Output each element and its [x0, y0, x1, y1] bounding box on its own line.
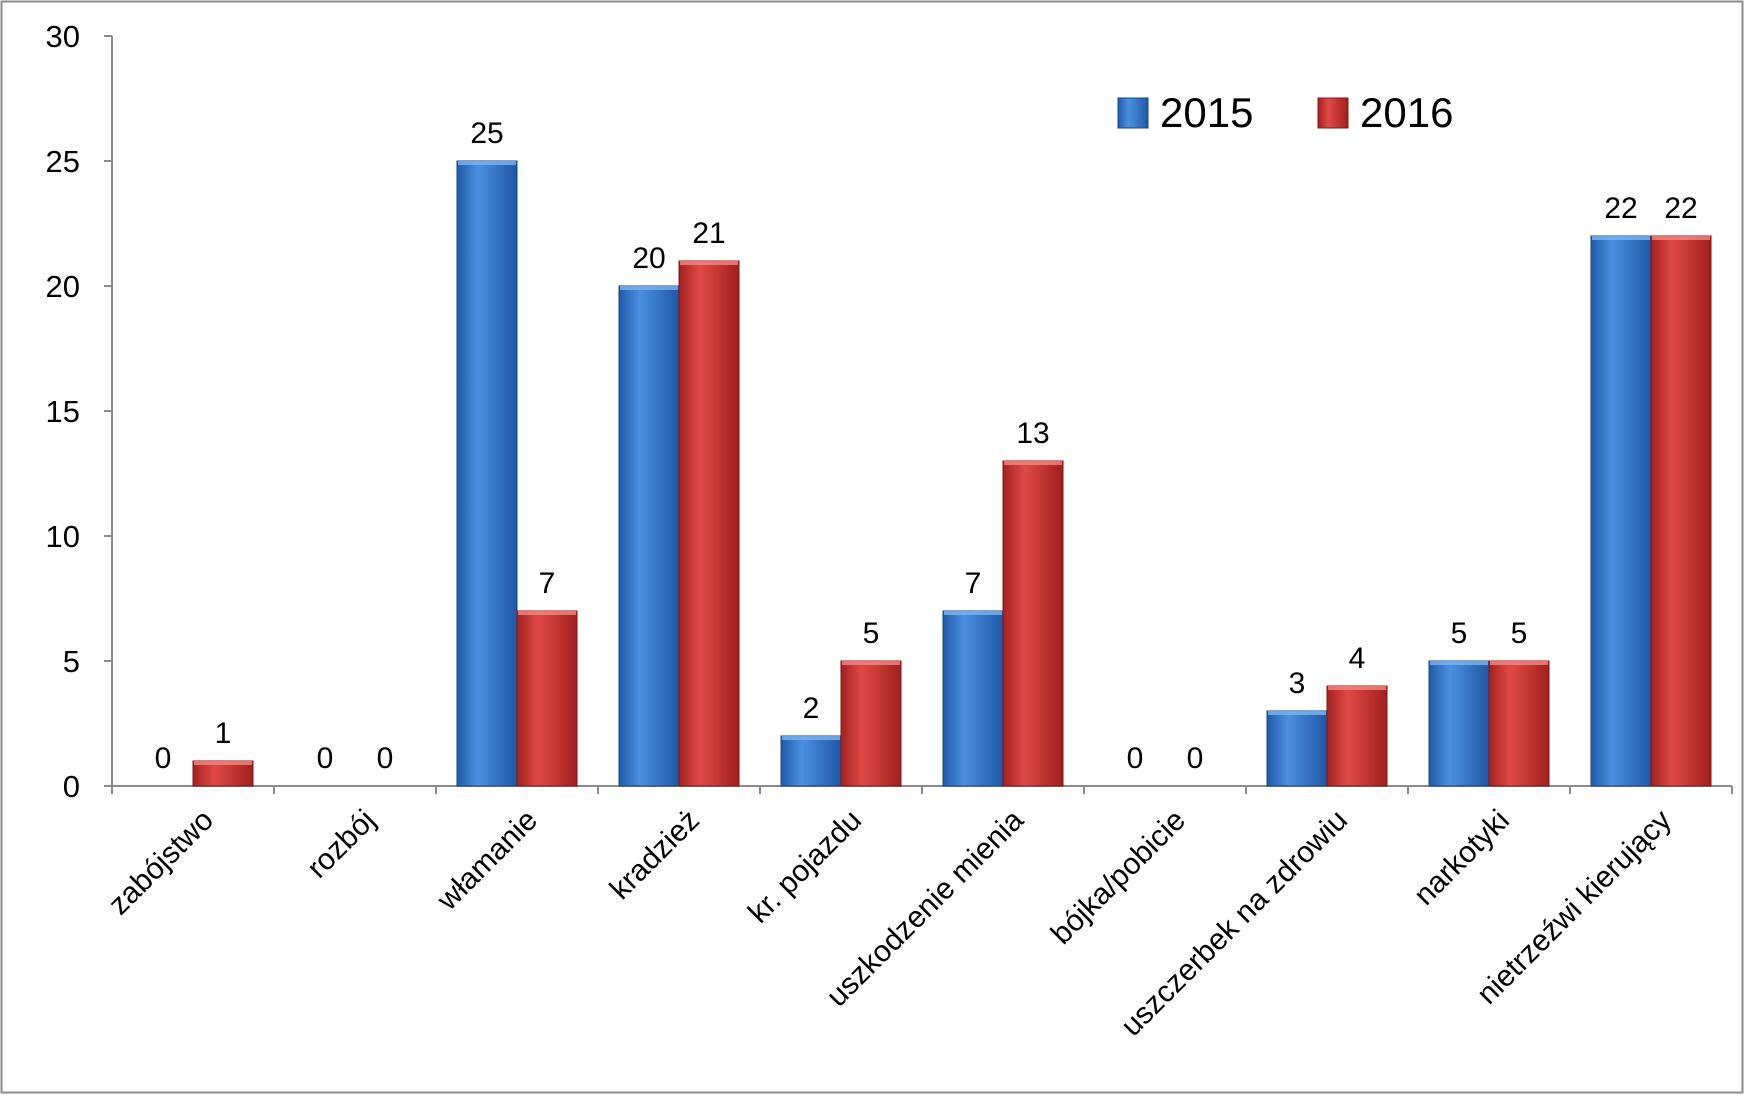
y-tick-label: 0 [63, 769, 80, 804]
bar-2016-0 [192, 760, 254, 787]
data-label: 5 [1511, 617, 1528, 650]
bar-top-highlight [1268, 711, 1326, 715]
bar-top-highlight [1328, 686, 1386, 690]
bar-2015-5 [942, 610, 1004, 787]
data-label: 7 [965, 567, 982, 600]
bar-top-highlight [1430, 661, 1488, 665]
y-tick-label: 5 [63, 644, 80, 679]
data-label: 1 [215, 717, 232, 750]
data-label: 2 [803, 692, 820, 725]
y-tick-label: 10 [46, 519, 80, 554]
bar-top-highlight [1652, 236, 1710, 240]
data-label: 5 [863, 617, 880, 650]
bar-top-highlight [458, 161, 516, 165]
legend-swatch-2016 [1317, 97, 1349, 129]
bar-top-highlight [1490, 661, 1548, 665]
bar-2016-4 [840, 660, 902, 787]
bar-top-highlight [782, 736, 840, 740]
bar-2015-3 [618, 285, 680, 787]
data-label: 3 [1289, 667, 1306, 700]
bar-top-highlight [1592, 236, 1650, 240]
data-label: 0 [1127, 742, 1144, 775]
bar-2016-9 [1650, 235, 1712, 787]
y-tick-label: 20 [46, 269, 80, 304]
bar-2015-4 [780, 735, 842, 787]
data-label: 5 [1451, 617, 1468, 650]
bar-top-highlight [1004, 461, 1062, 465]
bar-2016-7 [1326, 685, 1388, 787]
data-label: 22 [1604, 192, 1637, 225]
bar-top-highlight [680, 261, 738, 265]
data-label: 4 [1349, 642, 1366, 675]
bar-2015-9 [1590, 235, 1652, 787]
bar-2015-7 [1266, 710, 1328, 787]
data-label: 20 [632, 242, 665, 275]
bar-top-highlight [194, 761, 252, 765]
data-label: 0 [155, 742, 172, 775]
data-label: 0 [317, 742, 334, 775]
bar-2015-2 [456, 160, 518, 787]
data-label: 21 [692, 217, 725, 250]
data-label: 0 [377, 742, 394, 775]
bar-2016-8 [1488, 660, 1550, 787]
data-label: 22 [1664, 192, 1697, 225]
data-label: 0 [1187, 742, 1204, 775]
bar-top-highlight [944, 611, 1002, 615]
data-label: 7 [539, 567, 556, 600]
legend-label: 2016 [1360, 89, 1453, 136]
legend-label: 2015 [1160, 89, 1253, 136]
bar-top-highlight [518, 611, 576, 615]
data-label: 25 [470, 117, 503, 150]
bar-top-highlight [620, 286, 678, 290]
bar-2016-2 [516, 610, 578, 787]
legend-swatch-2015 [1117, 97, 1149, 129]
bar-2015-8 [1428, 660, 1490, 787]
bar-2016-3 [678, 260, 740, 787]
y-tick-label: 15 [46, 394, 80, 429]
y-tick-label: 30 [46, 19, 80, 54]
data-label: 13 [1016, 417, 1049, 450]
bar-2016-5 [1002, 460, 1064, 787]
y-tick-label: 25 [46, 144, 80, 179]
bar-top-highlight [842, 661, 900, 665]
